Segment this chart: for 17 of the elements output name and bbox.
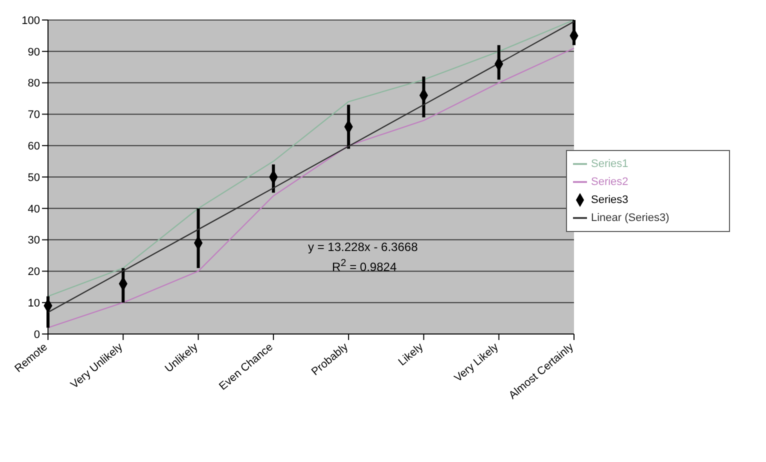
y-tick-label: 20 bbox=[28, 266, 40, 278]
y-tick-label: 100 bbox=[22, 14, 40, 27]
y-tick-label: 50 bbox=[28, 172, 40, 184]
annotation: y = 13.228x - 6.3668 bbox=[308, 240, 418, 254]
y-tick-label: 70 bbox=[28, 109, 40, 122]
y-tick-label: 80 bbox=[28, 78, 40, 90]
annotation: R$^{2}$ = 0.9824 bbox=[332, 258, 397, 274]
y-tick-label: 90 bbox=[28, 46, 40, 58]
y-tick-label: 0 bbox=[34, 328, 40, 341]
legend-label: Series3 bbox=[591, 194, 628, 206]
legend-label: Linear (Series3) bbox=[591, 212, 670, 224]
y-tick-label: 60 bbox=[28, 140, 40, 153]
y-tick-label: 40 bbox=[28, 203, 40, 216]
y-tick-label: 10 bbox=[28, 298, 40, 310]
legend-label: Series2 bbox=[591, 176, 628, 188]
legend-label: Series1 bbox=[591, 158, 628, 170]
y-tick-label: 30 bbox=[28, 234, 40, 247]
